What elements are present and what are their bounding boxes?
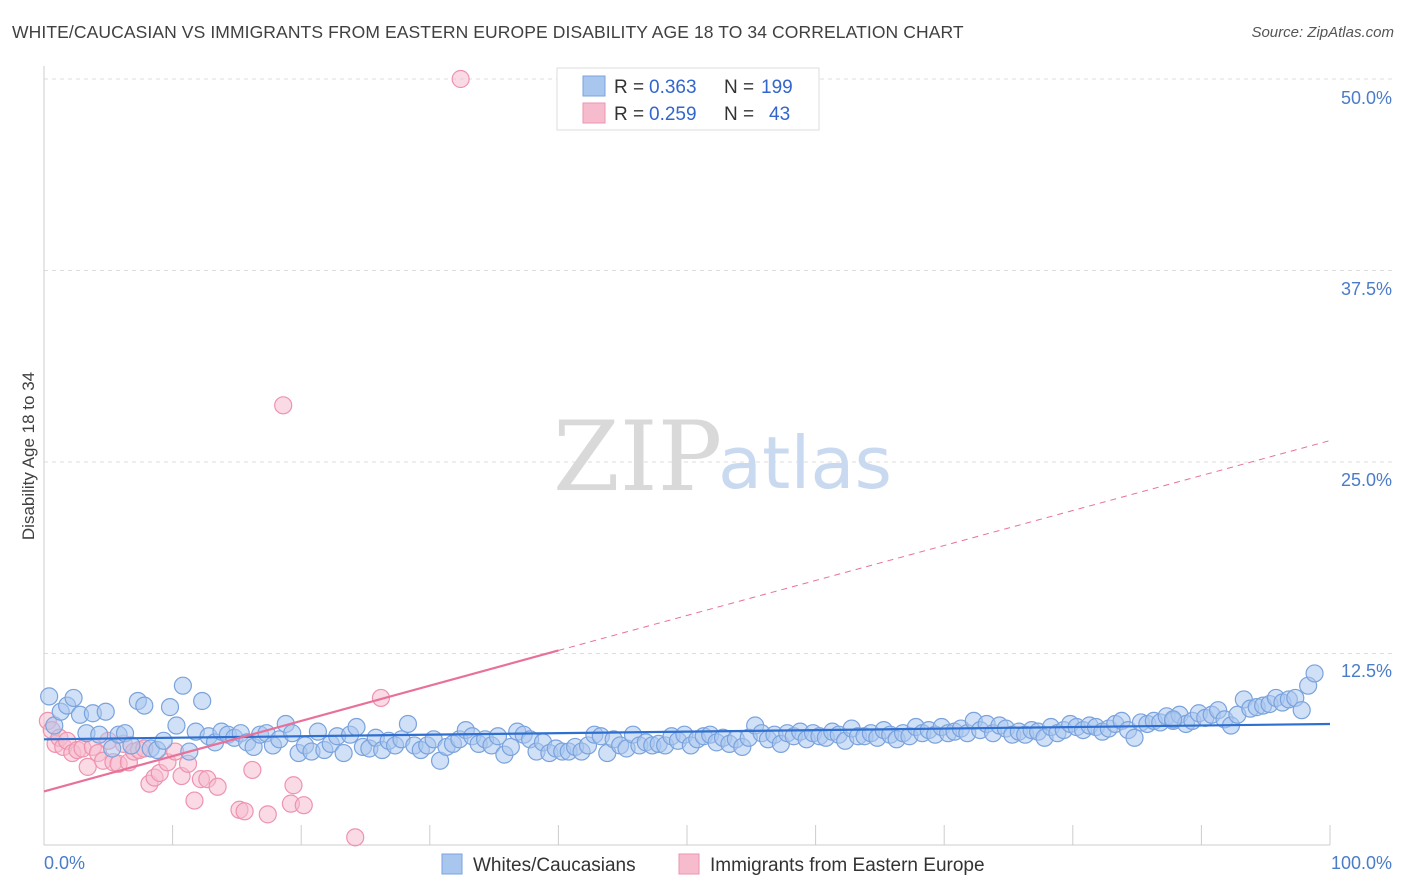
y-axis-label: Disability Age 18 to 34 [19, 372, 38, 540]
chart-title: WHITE/CAUCASIAN VS IMMIGRANTS FROM EASTE… [12, 22, 964, 42]
data-point-immigrants [243, 760, 262, 780]
data-point-whites [64, 688, 83, 708]
series-whites-points [40, 664, 1324, 770]
x-tick-label: 0.0% [44, 853, 85, 873]
y-tick-label: 25.0% [1341, 470, 1392, 490]
legend-r-label: R = [614, 104, 644, 125]
legend-n-value: 43 [769, 104, 790, 125]
bottom-legend-label: Whites/Caucasians [473, 855, 636, 876]
y-tick-label: 12.5% [1341, 661, 1392, 681]
legend-n-label: N = [724, 77, 754, 98]
watermark-atlas: atlas [718, 421, 892, 505]
data-point-whites [193, 691, 212, 711]
legend-r-label: R = [614, 77, 644, 98]
trend-line-immigrants [43, 649, 559, 793]
x-tick-label: 100.0% [1331, 853, 1392, 873]
data-point-immigrants [208, 777, 227, 796]
data-point-whites [1125, 728, 1144, 747]
data-point-immigrants [78, 757, 97, 776]
trend-line-immigrants-extension [558, 440, 1331, 651]
data-point-whites [283, 724, 302, 743]
data-point-whites [40, 687, 59, 706]
legend-swatch-pink [582, 102, 606, 124]
data-point-whites [1305, 664, 1324, 683]
data-point-immigrants [346, 828, 365, 847]
bottom-legend: Whites/Caucasians Immigrants from Easter… [441, 853, 985, 876]
bottom-legend-label: Immigrants from Eastern Europe [710, 855, 985, 876]
data-point-whites [334, 743, 353, 763]
data-point-whites [398, 714, 418, 734]
legend-r-value: 0.259 [649, 104, 697, 125]
data-point-immigrants [274, 396, 293, 415]
data-point-whites [135, 696, 154, 715]
legend-n-label: N = [724, 104, 754, 125]
chart-source: Source: ZipAtlas.com [1251, 24, 1394, 41]
bottom-legend-swatch-blue [441, 853, 463, 875]
data-point-immigrants [451, 69, 470, 89]
data-point-immigrants [294, 796, 313, 815]
data-point-whites [347, 717, 366, 737]
data-point-whites [122, 736, 141, 755]
data-point-whites [90, 725, 109, 744]
data-point-whites [173, 676, 192, 695]
data-point-whites [1292, 701, 1311, 720]
legend-swatch-blue [582, 75, 606, 97]
trend-lines [43, 440, 1331, 793]
axes [43, 66, 1331, 846]
legend-n-value: 199 [761, 77, 793, 98]
legend-r-value: 0.363 [649, 77, 697, 98]
data-point-whites [160, 698, 180, 717]
data-point-whites [488, 727, 508, 746]
trend-line-whites [43, 722, 1331, 741]
legend: R = 0.363 N = 199 R = 0.259 N = 43 [556, 67, 820, 131]
data-point-whites [308, 722, 328, 741]
grid-lines [44, 78, 1392, 654]
data-point-whites [1164, 710, 1183, 729]
data-point-whites [501, 737, 520, 757]
y-tick-label: 50.0% [1341, 88, 1392, 108]
data-point-whites [154, 731, 173, 750]
data-point-immigrants [235, 802, 254, 821]
data-point-immigrants [185, 791, 204, 810]
y-tick-label: 37.5% [1341, 279, 1392, 299]
bottom-legend-swatch-pink [678, 853, 700, 875]
data-point-immigrants [284, 776, 303, 795]
data-point-immigrants [258, 805, 277, 824]
data-point-whites [167, 716, 186, 735]
watermark-zip: ZIP [553, 401, 722, 513]
data-point-whites [96, 702, 115, 721]
